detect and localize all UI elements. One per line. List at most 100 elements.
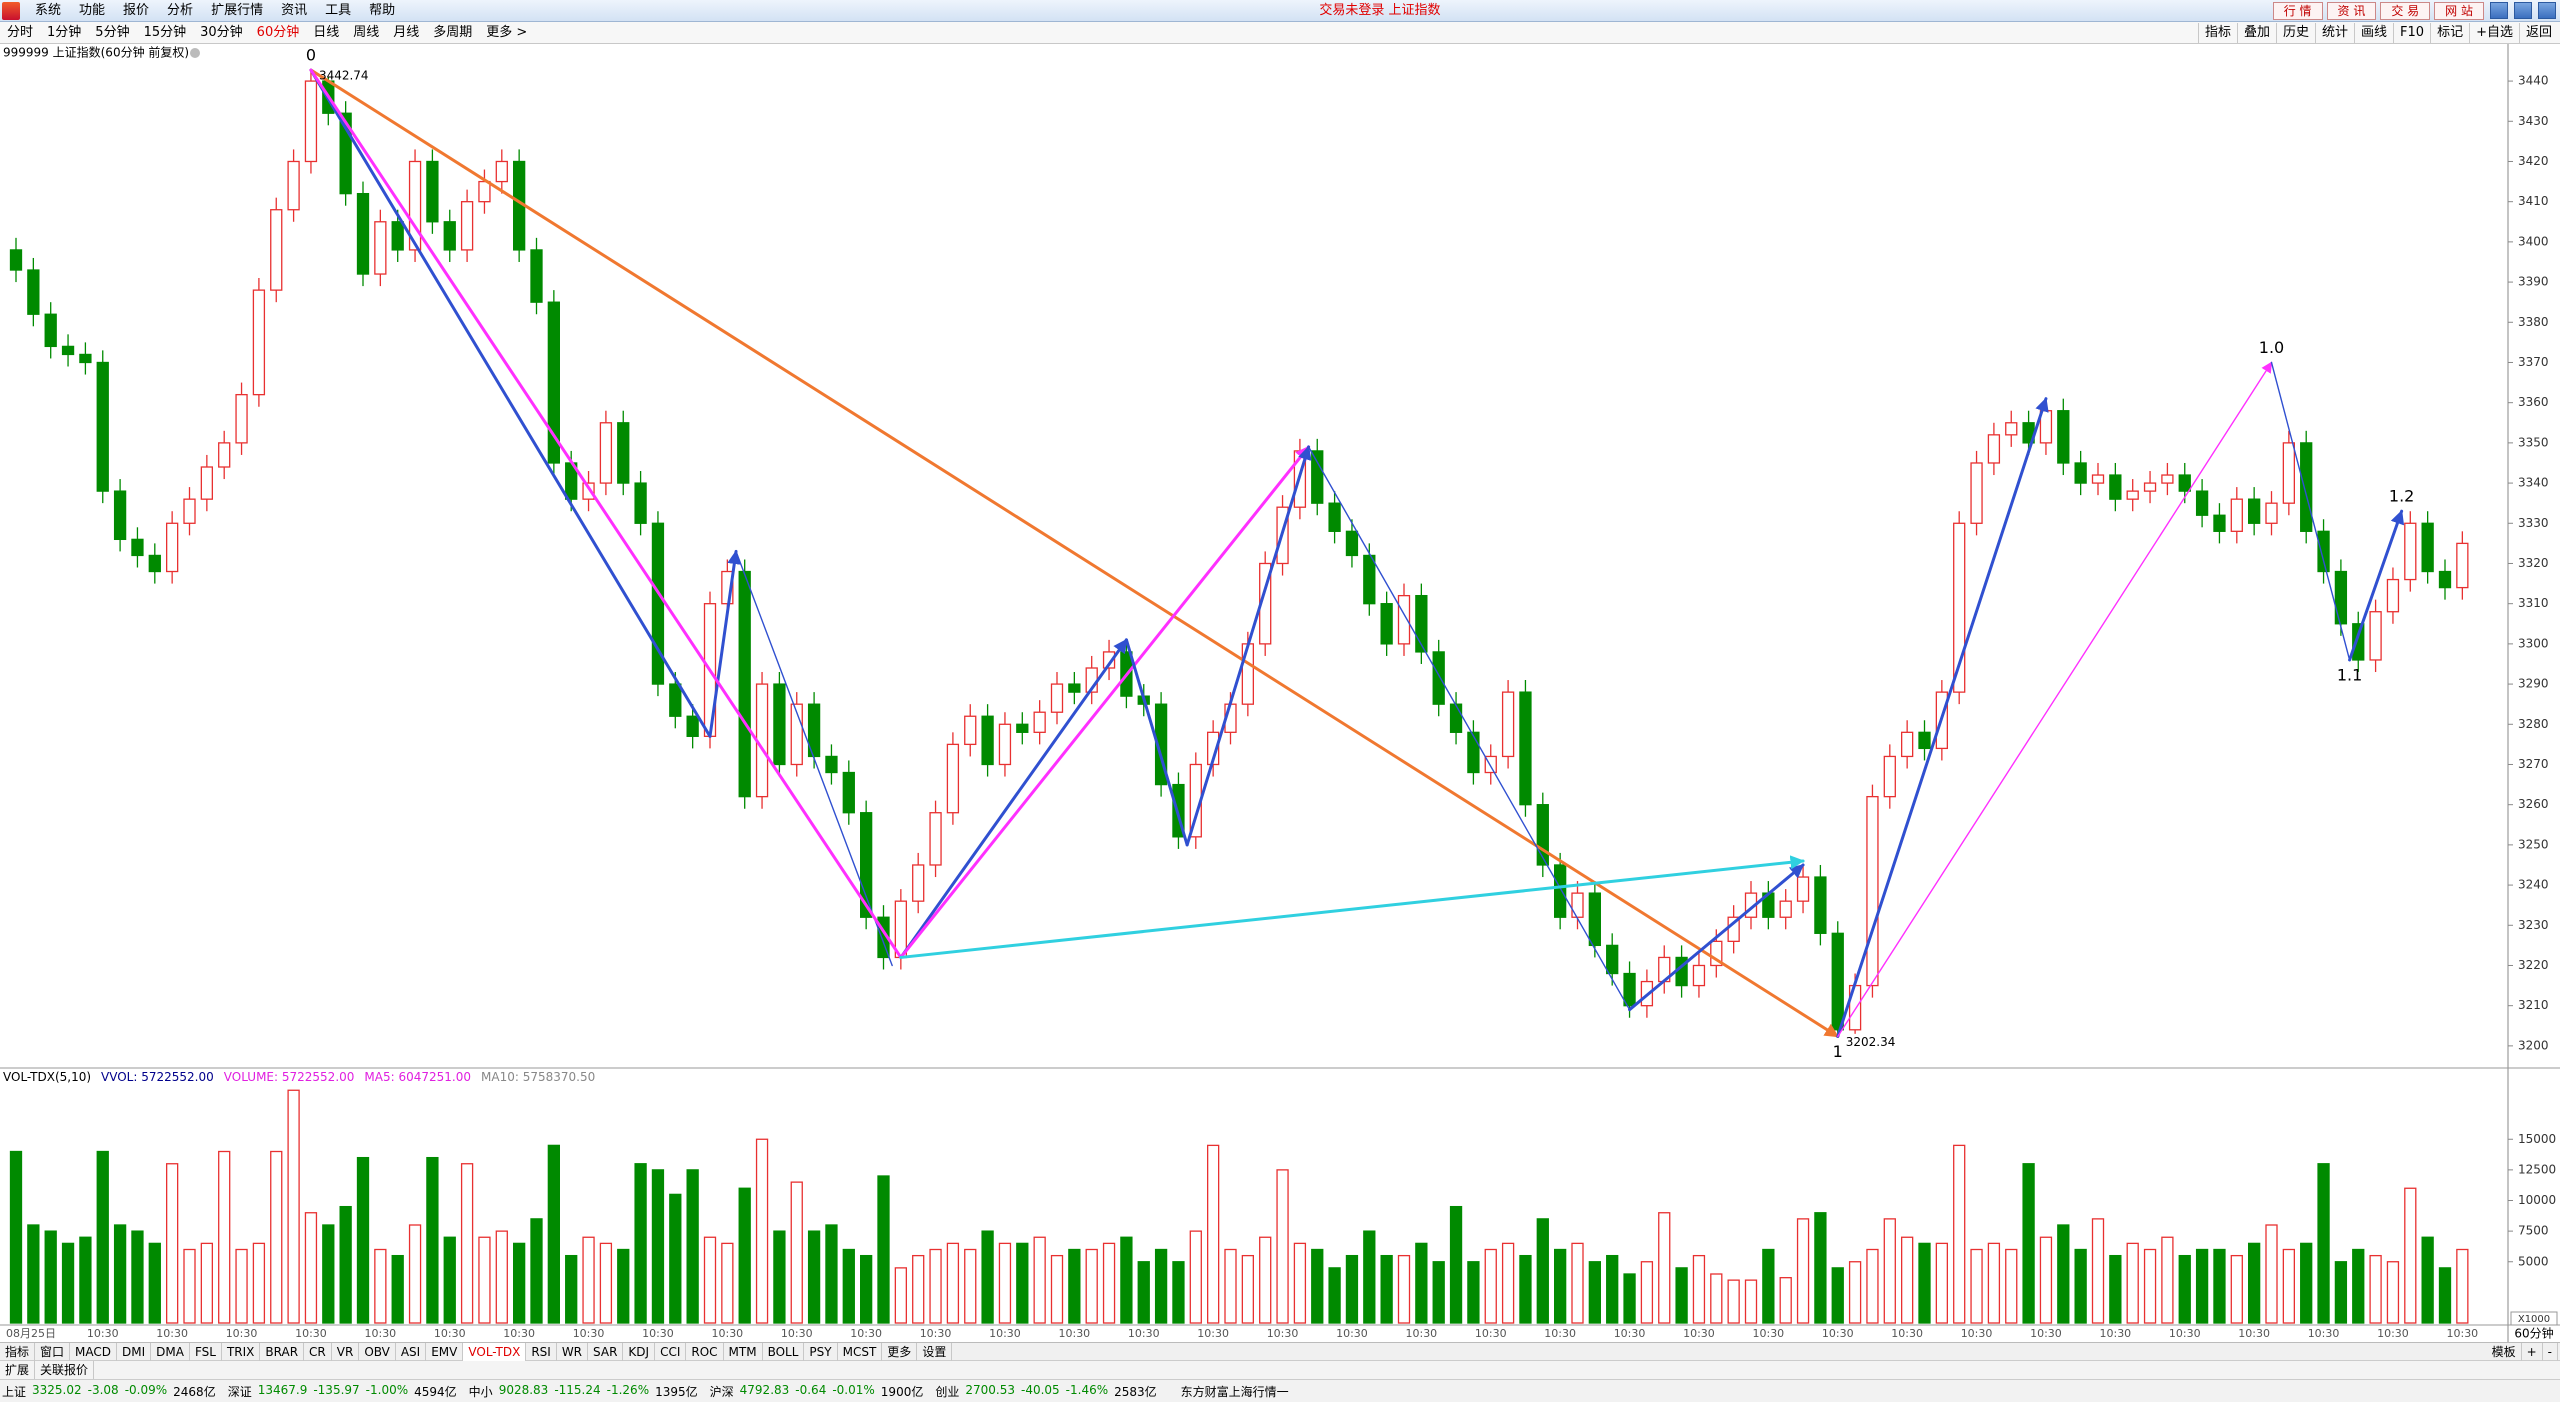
- period-tab[interactable]: 周线: [353, 24, 380, 40]
- period-tab[interactable]: 更多 >: [486, 24, 528, 40]
- tab-control[interactable]: 模板: [2487, 1342, 2522, 1361]
- window-button[interactable]: [2538, 2, 2556, 19]
- candle-body: [998, 723, 1012, 766]
- candle-body: [1970, 462, 1983, 524]
- tool-button[interactable]: 画线: [2354, 22, 2393, 43]
- period-tab[interactable]: 月线: [393, 24, 420, 40]
- tool-button[interactable]: +自选: [2469, 22, 2519, 43]
- extra-tab[interactable]: 扩展: [0, 1361, 36, 1379]
- tool-button[interactable]: 统计: [2315, 22, 2354, 43]
- volume-bar: [1467, 1261, 1480, 1324]
- volume-bar: [2143, 1248, 2157, 1324]
- window-button[interactable]: [2490, 2, 2508, 19]
- volume-bar: [1276, 1169, 1289, 1324]
- tool-button[interactable]: 叠加: [2236, 22, 2276, 43]
- indicator-tab[interactable]: MACD: [70, 1342, 118, 1361]
- x-tick-label: 10:30: [850, 1327, 882, 1340]
- menu-item[interactable]: 功能: [79, 2, 106, 18]
- x-tick-label: 10:30: [1752, 1327, 1784, 1340]
- period-tab[interactable]: 多周期: [433, 24, 473, 40]
- candle-body: [304, 80, 318, 163]
- volume-bar: [2352, 1248, 2365, 1324]
- volume-bar: [530, 1218, 543, 1324]
- period-tab[interactable]: 5分钟: [95, 24, 130, 40]
- indicator-tab[interactable]: MTM: [724, 1342, 763, 1361]
- candle-body: [1016, 723, 1029, 733]
- tool-button[interactable]: F10: [2393, 22, 2430, 43]
- indicator-tab[interactable]: CCI: [655, 1342, 687, 1361]
- quick-button[interactable]: 交 易: [2380, 2, 2431, 20]
- volume-bar: [2317, 1163, 2330, 1324]
- volume-bar: [478, 1236, 491, 1324]
- candle-body: [2438, 570, 2452, 589]
- extra-tab[interactable]: 关联报价: [35, 1361, 95, 1379]
- quick-button[interactable]: 资 讯: [2326, 2, 2377, 20]
- volume-bar: [270, 1150, 283, 1324]
- quick-button[interactable]: 网 站: [2434, 2, 2484, 20]
- indicator-tab[interactable]: CR: [304, 1342, 332, 1361]
- indicator-tab[interactable]: 指标: [0, 1342, 36, 1361]
- indicator-tab[interactable]: PSY: [804, 1342, 838, 1361]
- period-tab[interactable]: 分时: [7, 24, 34, 40]
- app-title: 交易未登录 上证指数: [1319, 2, 1441, 18]
- tool-button[interactable]: 返回: [2518, 22, 2558, 43]
- candle-body: [443, 221, 456, 251]
- volume-bar: [1831, 1267, 1844, 1324]
- x-tick-label: 10:30: [989, 1327, 1021, 1340]
- period-tab[interactable]: 1分钟: [47, 24, 82, 40]
- indicator-tab[interactable]: 设置: [917, 1342, 953, 1361]
- index-amount: 1900亿: [880, 1384, 924, 1399]
- candle-body: [1311, 450, 1324, 504]
- x-tick-label: 10:30: [1128, 1327, 1160, 1340]
- indicator-tab[interactable]: VR: [332, 1342, 360, 1361]
- indicator-tab[interactable]: 窗口: [35, 1342, 71, 1361]
- menu-item[interactable]: 帮助: [369, 2, 396, 18]
- tool-button[interactable]: 指标: [2197, 22, 2237, 43]
- indicator-tab[interactable]: VOL-TDX: [463, 1342, 527, 1361]
- indicator-tab[interactable]: SAR: [588, 1342, 624, 1361]
- menu-item[interactable]: 扩展行情: [211, 2, 264, 18]
- volume-bar: [1744, 1279, 1758, 1324]
- indicator-name: VOL-TDX(5,10): [3, 1070, 91, 1084]
- candle-body: [1328, 502, 1341, 532]
- indicator-tab[interactable]: DMA: [151, 1342, 190, 1361]
- tab-control[interactable]: +: [2522, 1342, 2543, 1361]
- index-price: 2700.53: [965, 1382, 1015, 1397]
- indicator-tab[interactable]: TRIX: [222, 1342, 261, 1361]
- period-tab[interactable]: 60分钟: [256, 24, 300, 40]
- indicator-tab[interactable]: OBV: [359, 1342, 396, 1361]
- y-tick-label: 12500: [2518, 1162, 2556, 1176]
- indicator-tab[interactable]: ASI: [396, 1342, 427, 1361]
- indicator-tab[interactable]: FSL: [190, 1342, 222, 1361]
- menu-item[interactable]: 系统: [35, 2, 62, 18]
- period-tab[interactable]: 30分钟: [200, 24, 243, 40]
- menu-item[interactable]: 分析: [167, 2, 194, 18]
- indicator-tab[interactable]: MCST: [838, 1342, 883, 1361]
- quick-button[interactable]: 行 情: [2272, 2, 2323, 20]
- indicator-tab[interactable]: EMV: [426, 1342, 464, 1361]
- indicator-tab[interactable]: BOLL: [763, 1342, 805, 1361]
- indicator-tab[interactable]: ROC: [686, 1342, 724, 1361]
- window-button[interactable]: [2514, 2, 2532, 19]
- tab-control[interactable]: -: [2543, 1342, 2558, 1361]
- x-tick-label: 10:30: [1891, 1327, 1923, 1340]
- indicator-tab[interactable]: KDJ: [623, 1342, 656, 1361]
- candle-body: [2421, 522, 2434, 573]
- indicator-tab[interactable]: DMI: [117, 1342, 152, 1361]
- menu-item[interactable]: 工具: [325, 2, 352, 18]
- indicator-tab[interactable]: BRAR: [260, 1342, 305, 1361]
- indicator-tab[interactable]: WR: [557, 1342, 589, 1361]
- toolbar: 分时 1分钟 5分钟 15分钟 30分钟 60分钟 日线 周线 月线 多周期 更多 > 指标 叠加 历史…: [0, 22, 2560, 44]
- period-tab[interactable]: 日线: [313, 24, 340, 40]
- indicator-tab[interactable]: RSI: [526, 1342, 557, 1361]
- menu-item[interactable]: 资讯: [281, 2, 308, 18]
- volume-bar: [1796, 1218, 1810, 1324]
- tool-button[interactable]: 标记: [2430, 22, 2469, 43]
- candle-body: [495, 160, 508, 183]
- unit-box: [2510, 1311, 2558, 1326]
- menu-item[interactable]: 报价: [123, 2, 150, 18]
- period-tab[interactable]: 15分钟: [143, 24, 187, 40]
- indicator-tab[interactable]: 更多: [882, 1342, 918, 1361]
- tool-button[interactable]: 历史: [2275, 22, 2315, 43]
- volume-bar: [2178, 1254, 2191, 1324]
